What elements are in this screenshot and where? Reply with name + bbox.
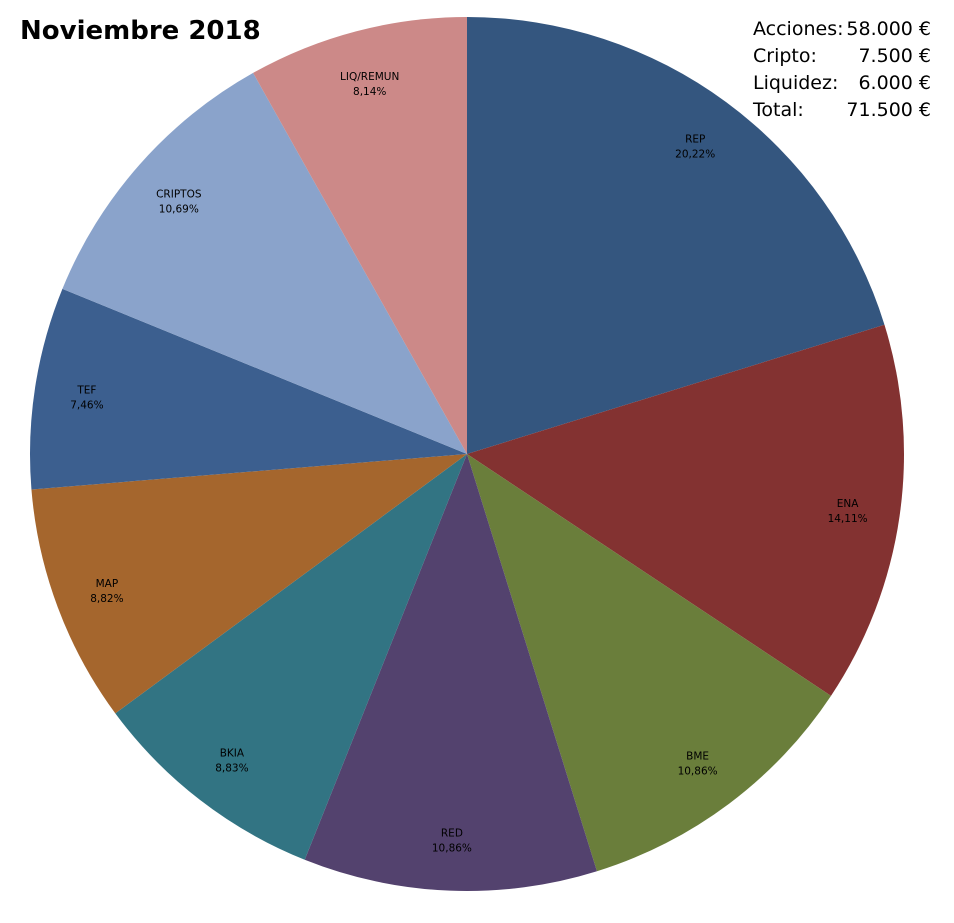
summary-label: Liquidez: [753, 72, 839, 94]
pie-slice-red [304, 454, 597, 892]
summary-row-liquidez: Liquidez: 6.000 € [753, 70, 931, 97]
summary-label: Acciones: [753, 18, 844, 40]
slice-percent-label: 10,86% [432, 842, 472, 854]
chart-title: Noviembre 2018 [20, 16, 261, 46]
slice-category-label: ENA [837, 498, 859, 510]
slice-percent-label: 14,11% [828, 513, 868, 525]
pie-slice-bme [467, 454, 831, 872]
summary-value: 6.000 € [858, 72, 931, 94]
summary-row-cripto: Cripto: 7.500 € [753, 43, 931, 70]
slice-category-label: BKIA [220, 747, 245, 759]
pie-slice-map [31, 454, 467, 714]
slice-category-label: REP [685, 134, 705, 146]
slice-category-label: BME [686, 751, 709, 763]
pie-slice-bkia [115, 454, 468, 860]
pie-slice-ena [467, 324, 905, 696]
slice-category-label: MAP [96, 578, 119, 590]
summary-value: 71.500 € [846, 99, 931, 121]
slice-percent-label: 7,46% [70, 399, 103, 411]
pie-slice-liq-remun [253, 17, 467, 454]
slice-percent-label: 8,14% [353, 86, 386, 98]
slice-category-label: TEF [76, 384, 96, 396]
slice-category-label: LIQ/REMUN [340, 71, 399, 83]
slice-percent-label: 10,86% [678, 766, 718, 778]
summary-label: Cripto: [753, 45, 817, 67]
summary-value: 58.000 € [846, 18, 931, 40]
pie-slice-criptos [62, 72, 467, 455]
portfolio-summary: Acciones: 58.000 € Cripto: 7.500 € Liqui… [753, 16, 931, 124]
slice-category-label: RED [441, 827, 463, 839]
summary-value: 7.500 € [858, 45, 931, 67]
pie-slice-rep [467, 17, 885, 454]
slice-percent-label: 10,69% [159, 203, 199, 215]
slice-percent-label: 20,22% [675, 149, 715, 161]
summary-row-acciones: Acciones: 58.000 € [753, 16, 931, 43]
slice-percent-label: 8,83% [215, 762, 248, 774]
slice-percent-label: 8,82% [90, 593, 123, 605]
summary-label: Total: [753, 99, 804, 121]
slice-category-label: CRIPTOS [156, 188, 202, 200]
summary-row-total: Total: 71.500 € [753, 97, 931, 124]
pie-slice-tef [30, 288, 468, 490]
